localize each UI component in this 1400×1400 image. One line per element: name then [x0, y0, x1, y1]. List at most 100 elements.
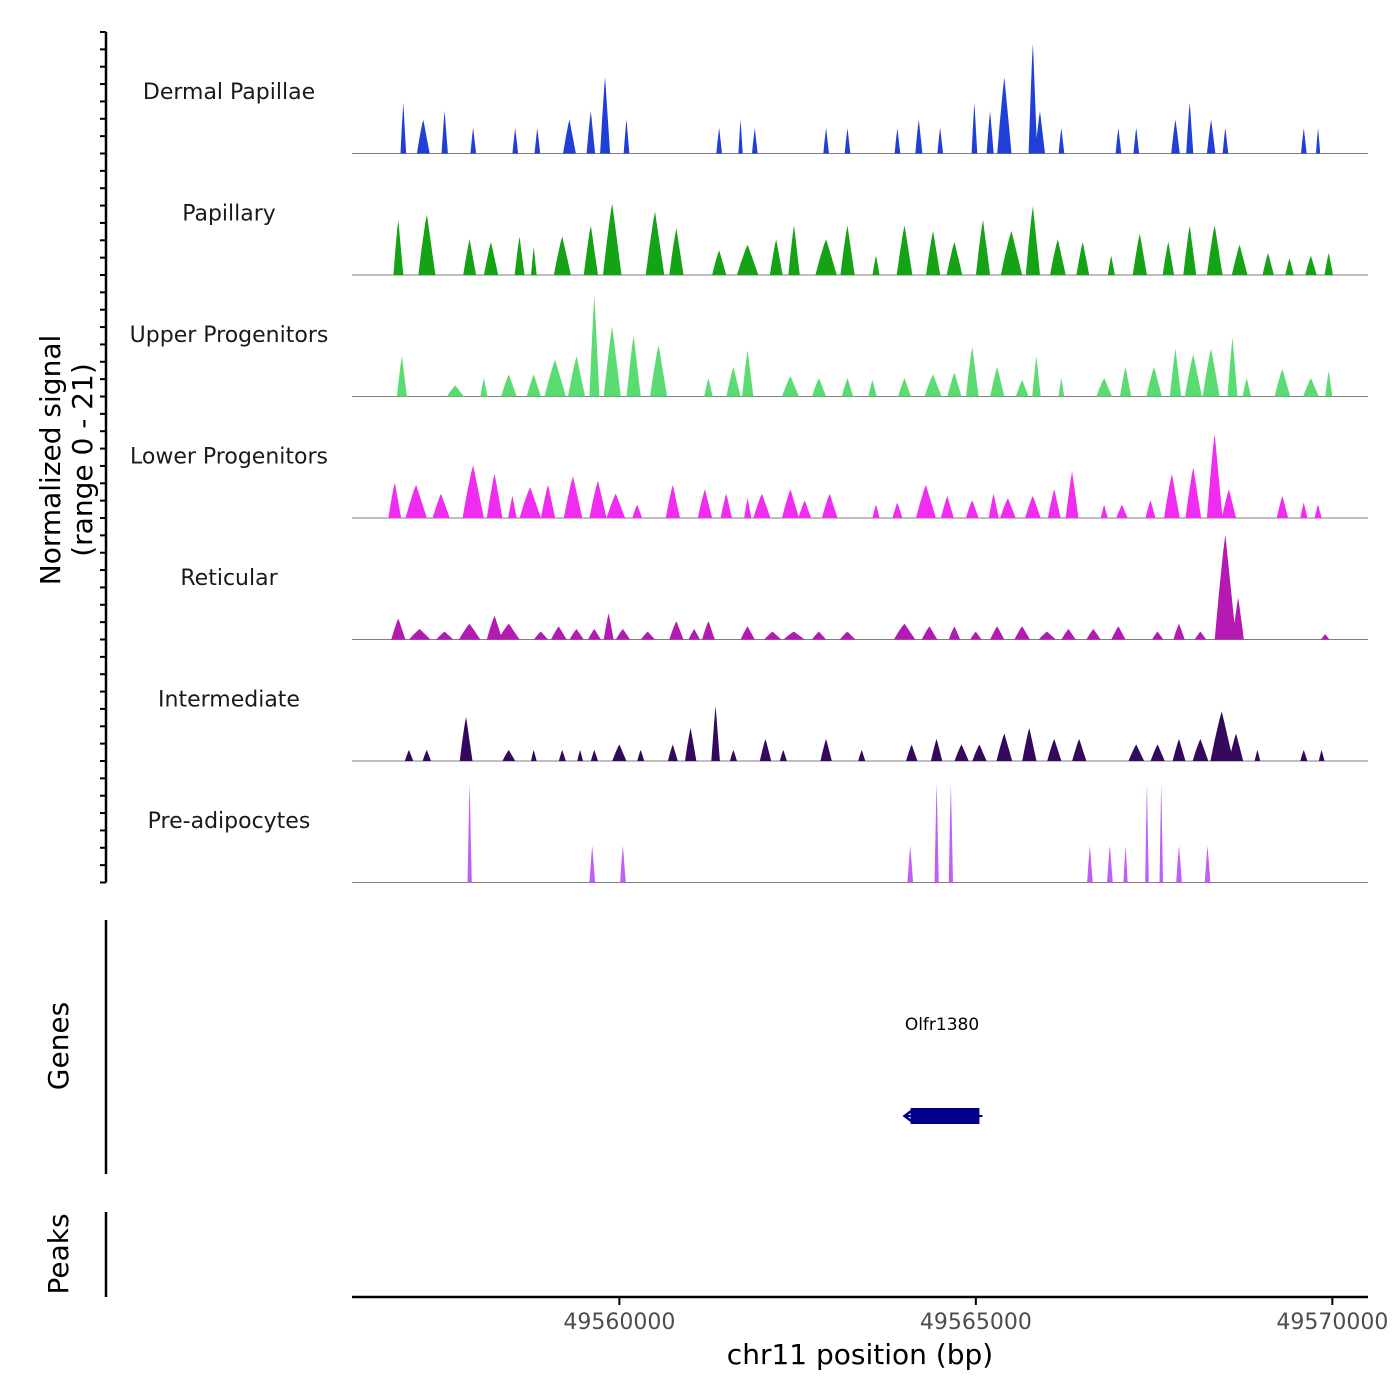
- signal-peak: [586, 111, 596, 154]
- signal-peak: [712, 250, 727, 275]
- signal-peak: [764, 631, 782, 640]
- signal-peak: [512, 128, 519, 154]
- signal-peak: [486, 615, 503, 640]
- signal-peak: [531, 247, 537, 275]
- signal-peak: [798, 500, 812, 518]
- signal-peak: [1262, 253, 1274, 275]
- x-tick-label: 49565000: [920, 1310, 1032, 1335]
- peaks-panel-title: Peaks: [42, 1213, 75, 1294]
- signal-peak: [558, 750, 566, 761]
- signal-peak: [948, 783, 953, 883]
- signal-peak: [937, 128, 944, 154]
- signal-peak: [1171, 119, 1180, 154]
- signal-peak: [441, 111, 448, 154]
- signal-peak: [1072, 739, 1087, 761]
- signal-peak: [811, 378, 827, 397]
- signal-peak: [711, 706, 720, 761]
- signal-peak: [1206, 119, 1216, 154]
- signal-peak: [1232, 597, 1244, 640]
- signal-peak: [1231, 244, 1248, 275]
- signal-peak: [626, 336, 641, 397]
- signal-peak: [1318, 750, 1325, 761]
- signal-peak: [623, 119, 630, 154]
- signal-peak: [702, 621, 715, 640]
- signal-peak: [916, 485, 936, 518]
- signal-peak: [1015, 380, 1029, 397]
- signal-peak: [1096, 378, 1112, 397]
- signal-peak: [1058, 378, 1065, 397]
- signal-peak: [990, 367, 1005, 397]
- signal-peak: [965, 347, 979, 397]
- track-label: Pre-adipocytes: [148, 809, 311, 834]
- signal-peak: [839, 631, 856, 640]
- signal-peak: [1183, 225, 1197, 275]
- signal-peak: [1206, 225, 1223, 275]
- signal-peak: [514, 236, 525, 275]
- signal-peak: [620, 845, 626, 883]
- signal-peak: [405, 485, 427, 518]
- signal-peak: [1159, 783, 1163, 883]
- signal-peak: [996, 733, 1013, 761]
- signal-peak: [1047, 489, 1061, 518]
- signal-peak: [1000, 231, 1023, 275]
- signal-peak: [740, 626, 755, 640]
- signal-peak: [1128, 744, 1145, 761]
- signal-peak: [1022, 728, 1037, 761]
- signal-peak: [769, 239, 783, 275]
- signal-peak: [1065, 471, 1079, 518]
- signal-peak: [416, 119, 430, 154]
- signal-peak: [396, 356, 407, 397]
- signal-peak: [669, 228, 684, 275]
- signal-peak: [972, 744, 987, 761]
- signal-peak: [729, 750, 737, 761]
- signal-peak: [615, 629, 631, 640]
- signal-peak: [788, 225, 800, 275]
- signal-peak: [404, 750, 414, 761]
- track-label: Dermal Papillae: [143, 80, 315, 105]
- signal-peak: [1303, 378, 1319, 397]
- signal-peak: [783, 631, 805, 640]
- signal-peak: [418, 214, 436, 275]
- signal-peak: [892, 502, 903, 518]
- track-pre-adipocytes: Pre-adipocytes: [148, 783, 1368, 883]
- signal-peak: [858, 750, 866, 761]
- signal-peak: [1164, 474, 1180, 518]
- signal-peak: [1210, 711, 1234, 761]
- signal-peak: [589, 295, 600, 397]
- signal-peak: [501, 374, 517, 397]
- signal-peak: [898, 378, 911, 397]
- signal-peak: [744, 498, 752, 518]
- signal-peak: [540, 485, 556, 518]
- signal-peak: [1242, 378, 1252, 397]
- signal-peak: [446, 385, 464, 397]
- signal-peak: [752, 128, 758, 154]
- signal-peak: [612, 744, 627, 761]
- signal-peak: [1000, 498, 1016, 518]
- signal-peak: [934, 783, 939, 883]
- track-label: Lower Progenitors: [130, 445, 328, 470]
- signal-peak: [569, 629, 584, 640]
- signal-peak: [1146, 367, 1162, 397]
- signal-peak: [1320, 634, 1330, 640]
- signal-peak: [1123, 845, 1128, 883]
- signal-peak: [820, 739, 832, 761]
- signal-peak: [1032, 356, 1041, 397]
- signal-peak: [997, 77, 1012, 154]
- signal-peak: [1152, 631, 1164, 640]
- signal-peak: [906, 744, 918, 761]
- signal-peak: [568, 356, 586, 397]
- signal-peak: [462, 465, 484, 518]
- signal-peak: [1107, 845, 1113, 883]
- signal-peak: [1254, 750, 1261, 761]
- signal-peak: [480, 378, 488, 397]
- signal-peak: [502, 750, 516, 761]
- signal-peak: [534, 128, 541, 154]
- signal-peak: [1119, 367, 1132, 397]
- signal-peak: [409, 629, 431, 640]
- signal-peak: [583, 225, 598, 275]
- signal-peak: [1222, 128, 1229, 154]
- signal-peak: [669, 621, 684, 640]
- signal-peak: [1227, 337, 1238, 397]
- signal-peak: [553, 236, 571, 275]
- signal-peak: [589, 480, 607, 518]
